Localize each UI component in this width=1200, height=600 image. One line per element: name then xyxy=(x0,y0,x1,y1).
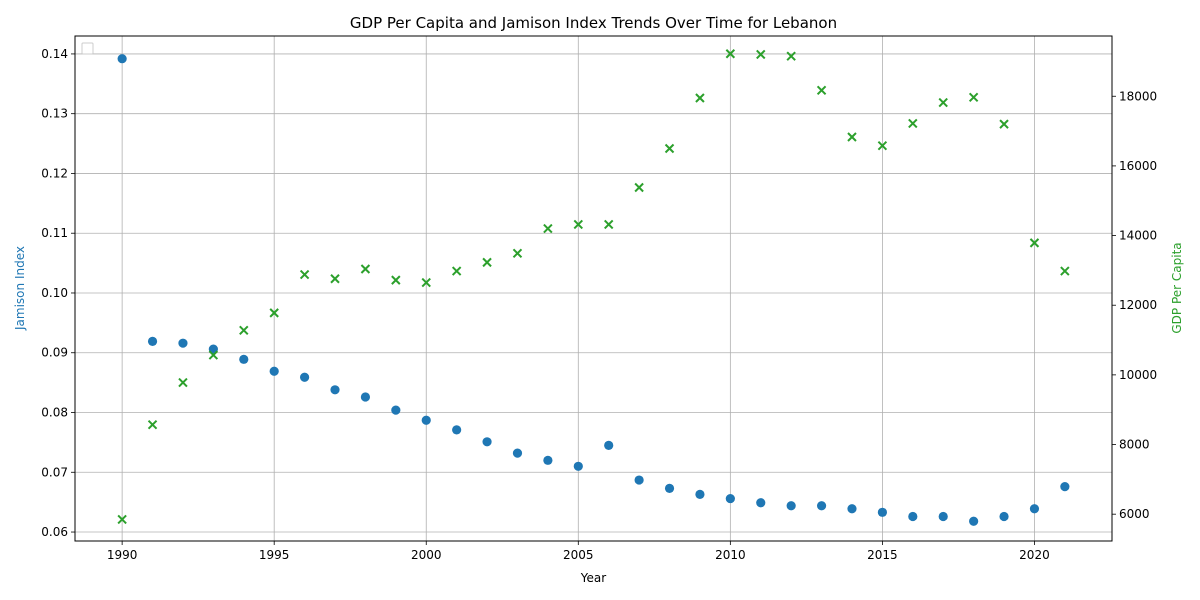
jamison-index-point xyxy=(634,475,644,485)
gdp-per-capita-point xyxy=(360,264,371,274)
gdp-per-capita-point xyxy=(756,49,766,60)
jamison-index-point xyxy=(543,455,553,465)
jamison-index-point xyxy=(117,54,127,64)
gdp-per-capita-point xyxy=(269,308,279,318)
left-y-tick-label: 0.12 xyxy=(41,166,68,180)
gdp-per-capita-point xyxy=(330,274,340,284)
jamison-index-point xyxy=(239,354,249,364)
left-y-tick-label: 0.09 xyxy=(41,346,68,360)
jamison-index-point xyxy=(999,511,1009,522)
gdp-per-capita-point xyxy=(634,182,644,193)
jamison-index-point xyxy=(786,501,796,511)
jamison-index-point xyxy=(604,440,614,450)
series-left-axis xyxy=(117,54,1070,526)
left-y-tick-label: 0.07 xyxy=(41,465,68,479)
left-y-tick-label: 0.08 xyxy=(41,406,68,420)
gdp-per-capita-point xyxy=(512,248,523,259)
gdp-per-capita-point xyxy=(816,85,827,96)
jamison-index-point xyxy=(360,392,371,402)
x-tick-label: 2005 xyxy=(563,548,594,562)
jamison-index-point xyxy=(1060,482,1070,492)
x-tick-label: 2000 xyxy=(411,548,442,562)
x-tick-label: 2015 xyxy=(867,548,898,562)
gdp-per-capita-point xyxy=(421,277,431,288)
gdp-per-capita-point xyxy=(451,266,462,276)
right-y-tick-label: 12000 xyxy=(1119,298,1157,312)
left-axis-title: Jamison Index xyxy=(13,246,27,331)
left-y-tick-label: 0.11 xyxy=(41,226,68,240)
right-y-tick-label: 18000 xyxy=(1119,89,1157,103)
chart-title: GDP Per Capita and Jamison Index Trends … xyxy=(350,14,837,32)
jamison-index-point xyxy=(421,415,431,425)
jamison-index-point xyxy=(482,437,492,447)
jamison-index-point xyxy=(269,366,279,376)
right-y-tick-label: 14000 xyxy=(1119,229,1157,243)
jamison-index-point xyxy=(1029,504,1040,514)
right-axis-title: GDP Per Capita xyxy=(1170,242,1184,333)
jamison-index-point xyxy=(573,461,583,471)
jamison-index-point xyxy=(664,483,675,494)
gdp-per-capita-point xyxy=(877,140,888,151)
gdp-per-capita-point xyxy=(938,97,948,108)
jamison-index-point xyxy=(391,405,401,415)
left-y-tick-label: 0.06 xyxy=(41,525,68,539)
gdp-per-capita-point xyxy=(147,419,158,430)
jamison-index-point xyxy=(452,425,462,435)
gdp-per-capita-point xyxy=(725,49,736,59)
gdp-per-capita-point xyxy=(695,93,705,103)
jamison-index-point xyxy=(147,336,158,346)
left-y-tick-label: 0.10 xyxy=(41,286,68,300)
jamison-index-point xyxy=(756,498,766,508)
series-right-axis xyxy=(117,49,1070,525)
gdp-per-capita-point xyxy=(543,223,553,234)
jamison-index-point xyxy=(178,338,188,348)
grid xyxy=(75,36,1112,541)
gdp-per-capita-point xyxy=(1060,266,1070,276)
jamison-index-point xyxy=(512,448,523,458)
plot-frame xyxy=(74,35,1113,542)
gdp-per-capita-point xyxy=(664,143,675,154)
gdp-per-capita-point xyxy=(239,325,249,336)
x-tick-label: 1990 xyxy=(107,548,138,562)
gdp-per-capita-point xyxy=(391,275,401,285)
right-y-tick-label: 16000 xyxy=(1119,159,1157,173)
right-y-tick-label: 6000 xyxy=(1119,507,1150,521)
right-y-tick-label: 8000 xyxy=(1119,438,1150,452)
jamison-index-point xyxy=(938,511,948,522)
jamison-index-point xyxy=(695,489,705,499)
gdp-per-capita-point xyxy=(573,219,584,230)
gdp-per-capita-point xyxy=(178,377,188,388)
gdp-per-capita-point xyxy=(117,514,127,525)
x-tick-label: 1995 xyxy=(259,548,290,562)
data-layer xyxy=(117,49,1070,526)
gdp-per-capita-point xyxy=(208,350,219,360)
jamison-index-point xyxy=(725,493,735,504)
right-y-tick-label: 10000 xyxy=(1119,368,1157,382)
left-y-tick-label: 0.14 xyxy=(41,47,68,61)
gdp-per-capita-point xyxy=(968,92,979,103)
axes: 1990 1995 2000 2005 2010 2015 2020 0.06 0.07 0.08… xyxy=(41,47,1157,562)
gdp-per-capita-point xyxy=(299,269,310,280)
gdp-per-capita-point xyxy=(1029,238,1040,248)
jamison-index-point xyxy=(816,501,827,511)
left-y-tick-label: 0.13 xyxy=(41,107,68,121)
gdp-per-capita-point xyxy=(908,118,918,129)
gdp-per-capita-point xyxy=(603,219,614,230)
jamison-index-point xyxy=(299,372,310,382)
x-tick-label: 2010 xyxy=(715,548,746,562)
jamison-index-point xyxy=(877,507,888,517)
gdp-per-capita-point xyxy=(786,51,796,61)
jamison-index-point xyxy=(908,511,918,522)
jamison-index-point xyxy=(969,516,979,526)
x-tick-label: 2020 xyxy=(1019,548,1050,562)
x-axis-title: Year xyxy=(580,571,606,585)
gdp-per-capita-point xyxy=(482,257,492,268)
legend-box xyxy=(81,42,94,55)
jamison-index-point xyxy=(330,385,340,395)
jamison-index-point xyxy=(847,504,857,514)
gdp-per-capita-point xyxy=(847,132,857,142)
gdp-per-capita-point xyxy=(999,119,1009,129)
